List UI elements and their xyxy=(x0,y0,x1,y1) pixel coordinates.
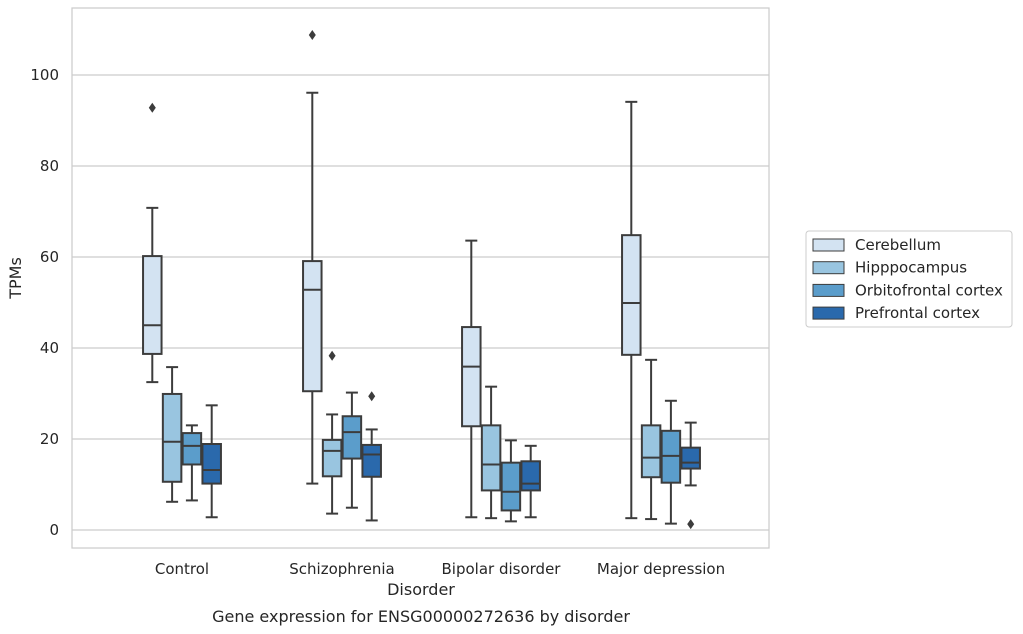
box-group xyxy=(480,385,502,520)
box-group xyxy=(341,391,363,509)
box-iqr xyxy=(302,260,323,393)
box-group xyxy=(361,391,382,522)
box-iqr xyxy=(341,415,363,460)
legend-swatch xyxy=(812,283,845,297)
x-tick-label: Bipolar disorder xyxy=(442,560,562,578)
y-tick-labels: 0 20 40 60 80 100 xyxy=(30,66,59,539)
x-tick-labels: Control Schizophrenia Bipolar disorder Majo… xyxy=(155,560,725,578)
legend-swatch xyxy=(812,238,845,252)
box-group xyxy=(161,366,183,503)
x-tick-label: Schizophrenia xyxy=(289,560,394,578)
box-iqr xyxy=(142,255,163,355)
box-group xyxy=(201,404,222,519)
plot-frame xyxy=(71,7,770,549)
legend-items: Cerebellum Hipppocampus Orbitofrontal cort… xyxy=(812,236,1003,322)
box-series xyxy=(142,29,701,530)
box-iqr xyxy=(161,392,183,483)
y-tick-label: 20 xyxy=(40,430,59,448)
outlier-point xyxy=(687,519,695,530)
x-axis-title: Disorder xyxy=(387,580,455,599)
x-tick-label: Control xyxy=(155,560,209,578)
y-axis-title: TPMs xyxy=(6,257,25,300)
x-tick-label: Major depression xyxy=(597,560,725,578)
outlier-point xyxy=(368,391,376,402)
box-group xyxy=(461,239,482,519)
box-group xyxy=(680,421,701,530)
box-group xyxy=(321,350,343,515)
box-iqr xyxy=(621,234,642,356)
y-tick-label: 100 xyxy=(30,66,59,84)
outlier-point xyxy=(308,29,316,40)
box-iqr xyxy=(640,424,662,479)
y-tick-label: 60 xyxy=(40,248,59,266)
box-iqr xyxy=(520,460,541,492)
y-tick-label: 40 xyxy=(40,339,59,357)
box-iqr xyxy=(201,443,222,485)
legend-swatch xyxy=(812,261,845,275)
legend-label: Prefrontal cortex xyxy=(855,304,980,322)
outlier-point xyxy=(148,102,156,113)
box-iqr xyxy=(500,461,522,512)
box-group xyxy=(302,29,323,485)
box-iqr xyxy=(321,438,343,478)
outlier-point xyxy=(328,350,336,361)
box-group xyxy=(660,399,682,525)
box-iqr xyxy=(461,326,482,428)
y-tick-label: 0 xyxy=(49,521,59,539)
box-iqr xyxy=(181,432,203,466)
y-tick-label: 80 xyxy=(40,157,59,175)
box-group xyxy=(621,100,642,520)
legend-swatch xyxy=(812,306,845,320)
box-group xyxy=(640,358,662,521)
legend-label: Cerebellum xyxy=(855,236,941,254)
legend-label: Orbitofrontal cortex xyxy=(855,281,1003,299)
legend-label: Hipppocampus xyxy=(855,259,967,277)
legend: Cerebellum Hipppocampus Orbitofrontal cort… xyxy=(805,230,1013,328)
box-group xyxy=(500,439,522,523)
legend-frame xyxy=(805,230,1013,328)
box-iqr xyxy=(480,424,502,492)
box-group xyxy=(181,424,203,502)
box-iqr xyxy=(361,443,382,478)
box-group xyxy=(520,444,541,519)
box-iqr xyxy=(680,446,701,470)
box-group xyxy=(142,102,163,384)
figure-caption: Gene expression for ENSG00000272636 by d… xyxy=(212,607,630,626)
